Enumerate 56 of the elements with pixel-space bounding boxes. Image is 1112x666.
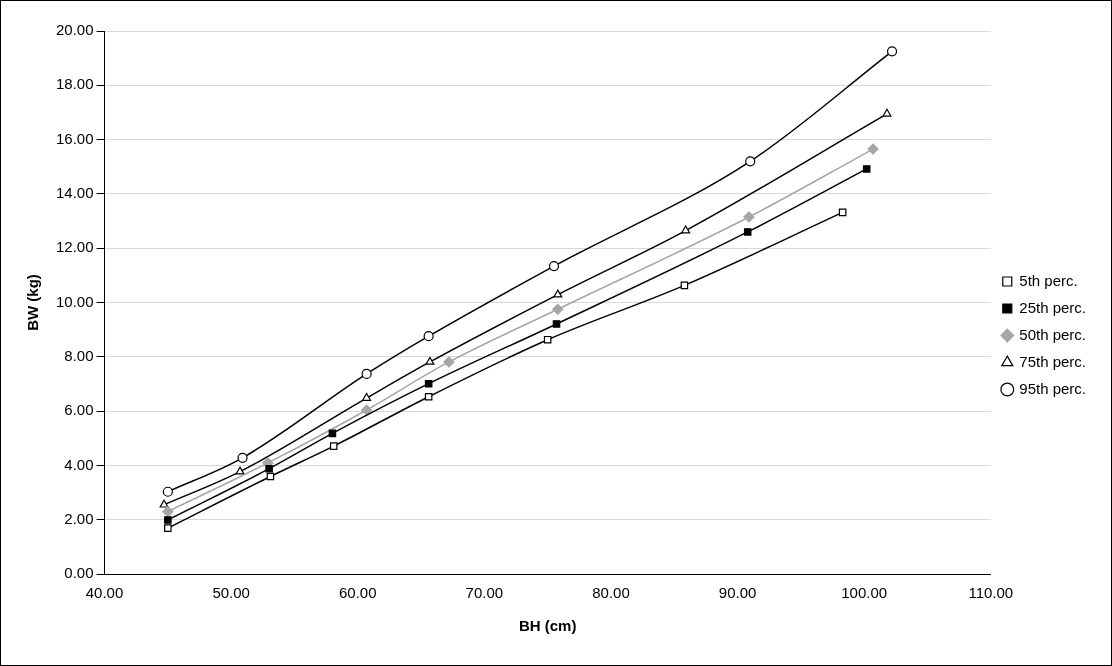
y-tick-label: 0.00 bbox=[64, 564, 94, 582]
legend-label: 95th perc. bbox=[1019, 379, 1087, 397]
point bbox=[159, 499, 169, 508]
point bbox=[162, 505, 174, 518]
point bbox=[743, 228, 752, 236]
point bbox=[553, 289, 563, 298]
point bbox=[886, 46, 898, 57]
point bbox=[361, 404, 373, 416]
legend-label: 50th perc. bbox=[1019, 325, 1087, 343]
y-tick-label: 12.00 bbox=[55, 238, 94, 256]
legend-label: 25th perc. bbox=[1019, 298, 1087, 316]
point bbox=[265, 464, 273, 473]
point bbox=[552, 303, 564, 315]
point bbox=[237, 452, 248, 463]
x-tick-label: 110.00 bbox=[968, 584, 1014, 602]
point bbox=[235, 466, 245, 475]
point bbox=[361, 368, 372, 379]
y-tick-label: 6.00 bbox=[64, 401, 94, 419]
x-tick-label: 90.00 bbox=[718, 584, 757, 602]
y-tick-label: 10.00 bbox=[55, 292, 94, 310]
x-tick-label: 40.00 bbox=[85, 584, 124, 602]
point bbox=[162, 486, 173, 497]
x-tick-label: 70.00 bbox=[465, 584, 504, 602]
point bbox=[867, 143, 879, 155]
y-tick-label: 14.00 bbox=[55, 184, 94, 202]
x-tick-label: 60.00 bbox=[338, 584, 377, 602]
point bbox=[882, 108, 892, 117]
y-tick-label: 16.00 bbox=[55, 129, 94, 147]
point bbox=[362, 392, 372, 401]
point bbox=[329, 442, 338, 450]
x-tick-label: 50.00 bbox=[212, 584, 250, 602]
x-tick-label: 80.00 bbox=[592, 584, 630, 602]
point bbox=[164, 516, 172, 524]
point bbox=[423, 331, 434, 342]
point bbox=[164, 524, 172, 532]
point bbox=[424, 392, 433, 401]
point bbox=[552, 320, 561, 328]
y-tick-label: 18.00 bbox=[55, 75, 94, 93]
y-tick-label: 20.00 bbox=[55, 21, 94, 39]
point bbox=[424, 379, 433, 388]
point bbox=[443, 356, 455, 368]
y-tick-label: 2.00 bbox=[64, 509, 94, 527]
y-tick-label: 8.00 bbox=[64, 346, 94, 364]
point bbox=[548, 261, 560, 272]
y-axis-title: BW (kg) bbox=[24, 274, 42, 331]
x-axis-title: BH (cm) bbox=[518, 617, 577, 635]
point bbox=[743, 211, 755, 223]
point bbox=[745, 156, 756, 167]
y-tick-label: 4.00 bbox=[64, 455, 94, 473]
x-tick-label: 100.00 bbox=[841, 584, 888, 602]
point bbox=[543, 335, 552, 344]
point bbox=[862, 165, 871, 173]
legend-label: 5th perc. bbox=[1019, 271, 1078, 289]
point bbox=[681, 225, 691, 234]
point bbox=[425, 356, 435, 365]
legend-label: 75th perc. bbox=[1019, 352, 1087, 370]
